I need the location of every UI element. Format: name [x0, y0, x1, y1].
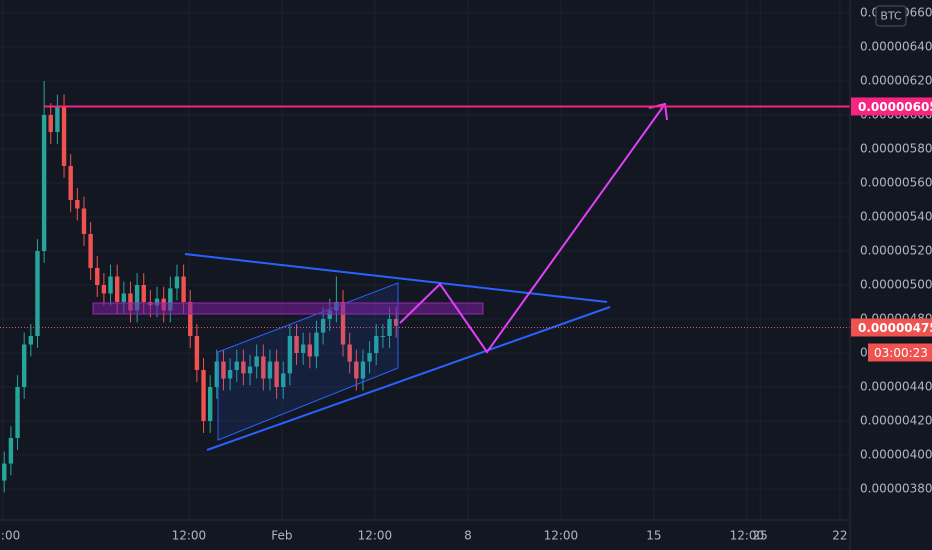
candle-body	[274, 361, 279, 388]
candle-body	[327, 310, 332, 320]
candle-body	[241, 361, 246, 374]
candle-body	[35, 250, 40, 337]
x-tick-label: 22	[832, 529, 847, 543]
y-tick-label: 0.00000420	[860, 414, 932, 428]
last-price-label-box	[851, 318, 932, 337]
candle-body	[307, 344, 313, 357]
y-tick-label: 0.00000380	[860, 482, 932, 496]
candle-body	[374, 336, 379, 354]
candle-body	[154, 298, 160, 306]
candle-body	[55, 106, 60, 132]
trend-line	[184, 253, 608, 303]
candle-body	[21, 344, 27, 388]
candle-body	[234, 361, 239, 371]
candle-body	[267, 361, 273, 379]
candle-body	[207, 387, 213, 422]
candle-body	[300, 344, 306, 354]
trend-line	[206, 306, 611, 451]
candles	[2, 80, 399, 493]
candle-body	[68, 165, 73, 200]
x-tick-label: 12:00	[358, 529, 393, 543]
candle-body	[101, 284, 107, 294]
currency-badge[interactable]	[875, 5, 907, 27]
candle-body	[28, 336, 34, 345]
candle-body	[15, 387, 20, 439]
y-tick-label: 0.00000580	[860, 141, 932, 155]
candle-body	[320, 319, 326, 333]
x-tick-label: 12:00	[544, 529, 579, 543]
candle-body	[108, 276, 113, 294]
candle-body	[294, 336, 299, 354]
candle-body	[174, 276, 180, 289]
candle-body	[367, 353, 372, 362]
candle-body	[387, 319, 392, 337]
x-tick-label: Feb	[271, 529, 292, 543]
candle-body	[8, 438, 14, 464]
candle-body	[168, 288, 173, 311]
y-tick-label: 0.00000560	[860, 175, 932, 189]
candle-body	[247, 366, 253, 374]
candle-body	[128, 293, 133, 311]
candle-body	[393, 319, 399, 326]
candle-body	[88, 233, 93, 268]
y-tick-label: 0.00000540	[860, 209, 932, 223]
y-tick-label: 0.00000440	[860, 380, 932, 394]
candle-body	[221, 361, 226, 379]
price-line-label: 0.00000605	[858, 100, 932, 114]
x-tick-label: 25	[753, 529, 768, 543]
candle-body	[194, 336, 200, 371]
candle-body	[380, 336, 386, 338]
y-tick-label: 0.00000500	[860, 277, 932, 291]
y-tick-label: 0.00000640	[860, 39, 932, 53]
candle-body	[48, 114, 53, 132]
x-tick-label: 12:00	[730, 529, 765, 543]
currency: BTC	[880, 10, 902, 23]
zone	[92, 302, 484, 315]
last-price-label: 0.00000475	[858, 321, 932, 335]
candle-body	[227, 370, 233, 379]
price-line-label-box	[851, 97, 932, 116]
candle-body	[188, 302, 193, 337]
candle-body	[314, 332, 319, 357]
candle-body	[261, 356, 266, 379]
y-tick-label: 0.00000400	[860, 448, 932, 462]
countdown-box	[868, 343, 932, 362]
x-tick-label: 12:00	[172, 529, 207, 543]
projection-path	[399, 103, 666, 354]
candle-body	[201, 370, 206, 422]
candle-body	[254, 356, 259, 367]
drawings	[92, 102, 668, 451]
x-tick-label: 8	[464, 529, 472, 543]
candle-body	[114, 276, 120, 303]
candle-body	[141, 284, 146, 303]
candle-body	[181, 276, 186, 303]
countdown: 03:00:23	[874, 346, 928, 360]
candle-body	[287, 336, 293, 374]
x-tick-label: 12:00	[0, 529, 20, 543]
candle-body	[281, 373, 286, 388]
candle-body	[2, 463, 7, 481]
channel	[217, 282, 399, 441]
y-tick-label: 0.00000620	[860, 73, 932, 87]
candle-body	[75, 199, 80, 209]
candle-body	[81, 208, 87, 234]
overlay	[0, 105, 850, 329]
candle-body	[354, 361, 359, 379]
candle-body	[41, 114, 47, 251]
x-tick-label: 15	[646, 529, 661, 543]
candle-body	[214, 361, 220, 388]
candle-body	[61, 106, 67, 166]
candle-body	[134, 284, 140, 311]
grid	[0, 0, 850, 520]
candle-body	[121, 293, 127, 303]
candle-body	[95, 267, 100, 285]
y-tick-label: 0.00000520	[860, 243, 932, 257]
candle-body	[347, 344, 352, 362]
candle-body	[360, 361, 366, 379]
candle-body	[340, 302, 346, 345]
